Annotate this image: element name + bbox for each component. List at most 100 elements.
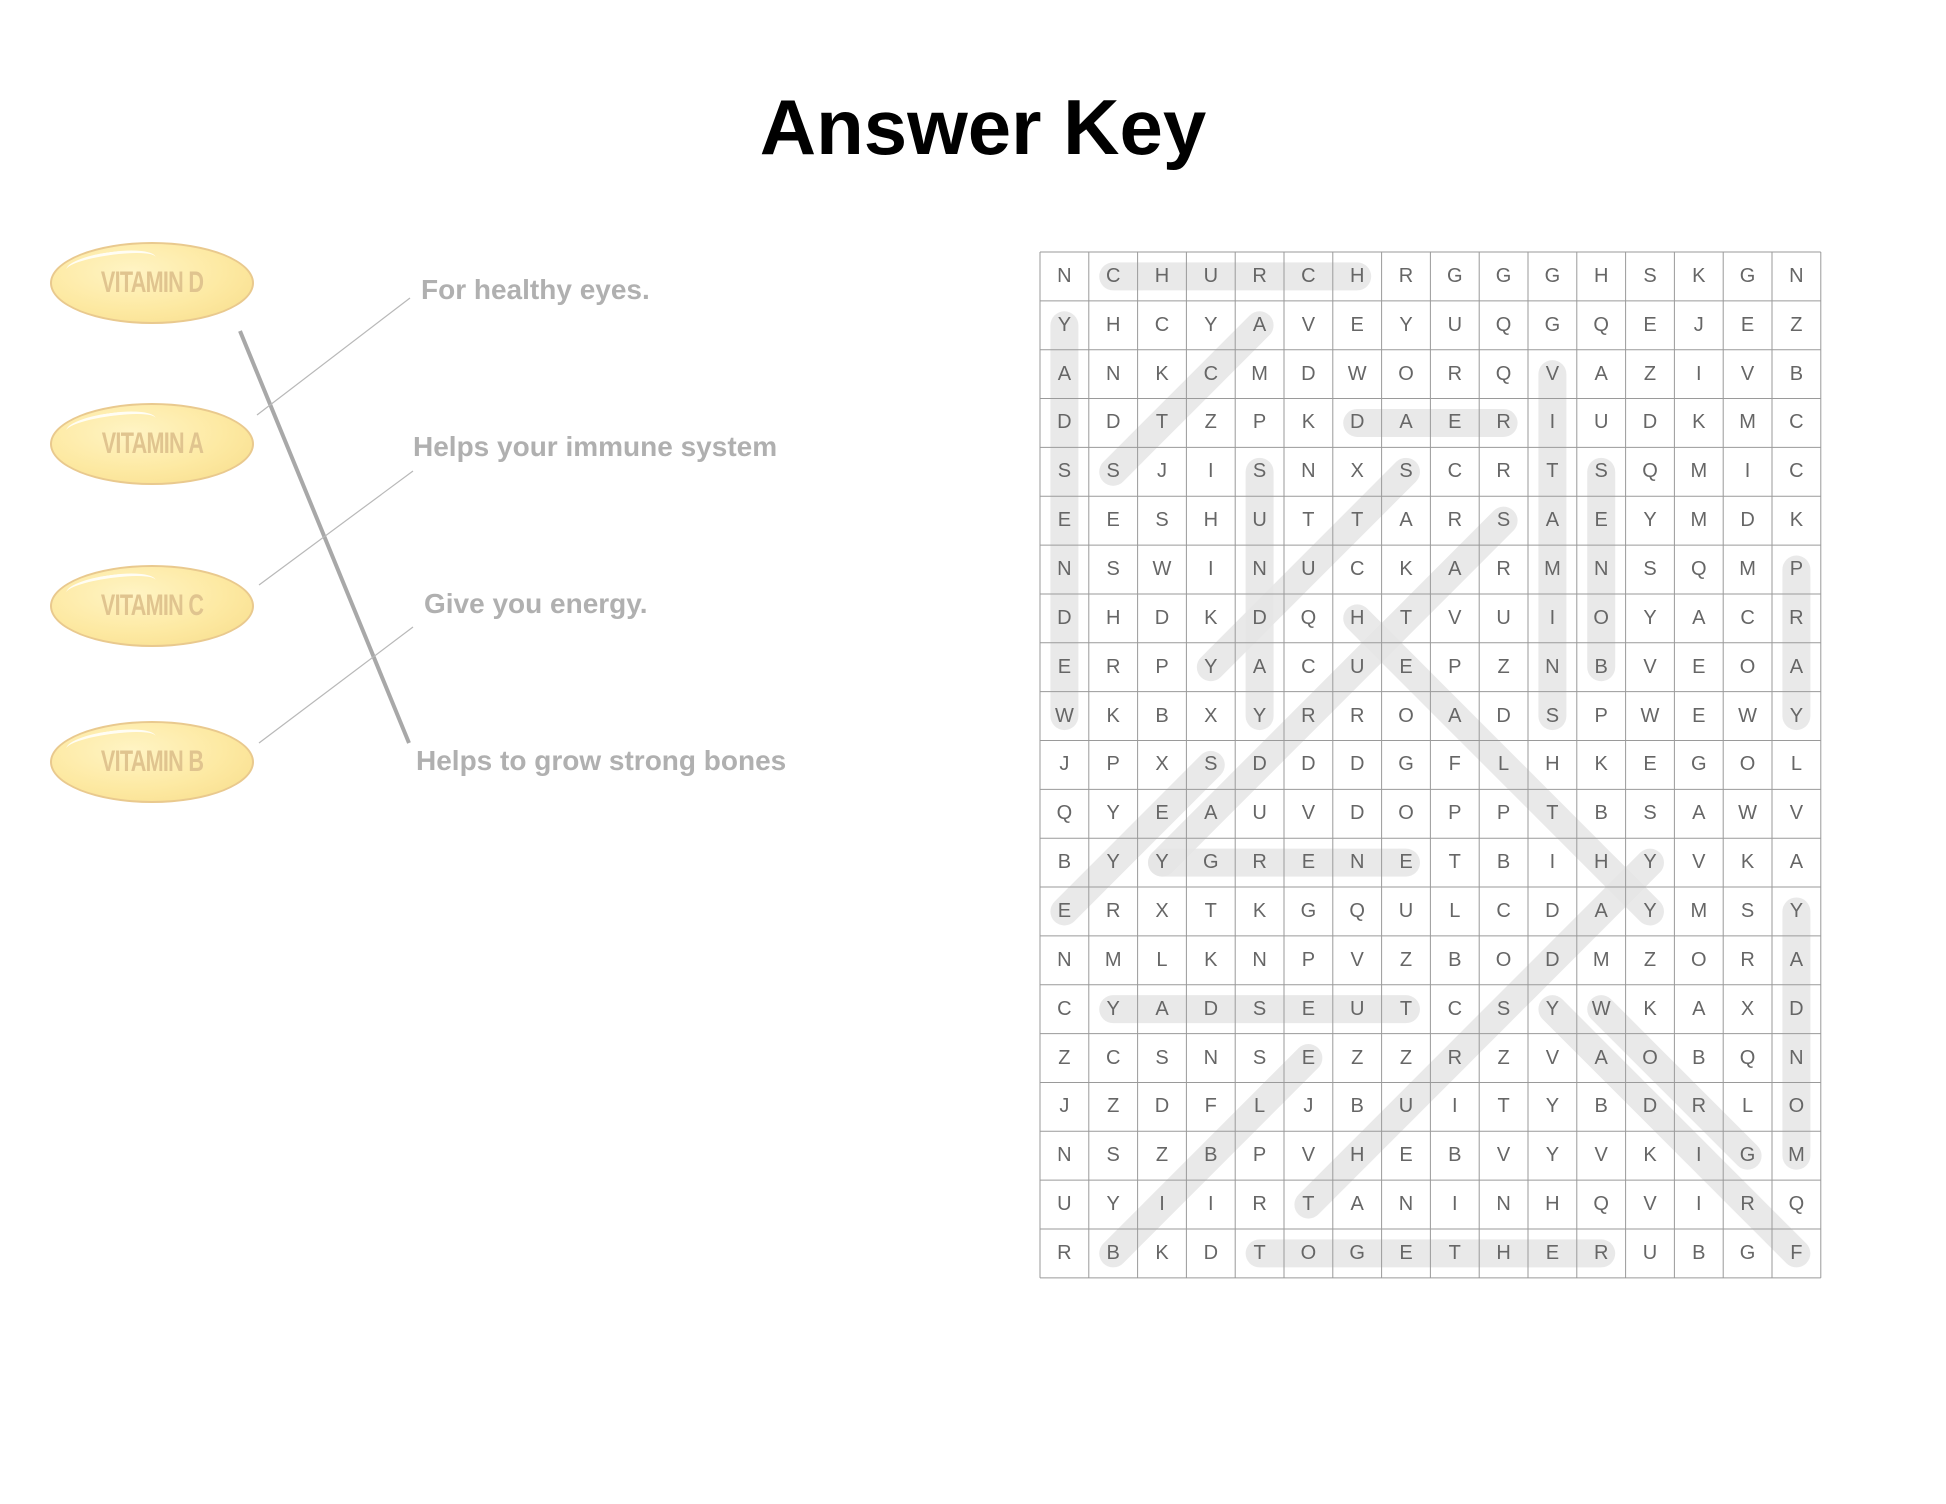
grid-letter: T: [1155, 411, 1169, 434]
grid-letter: J: [1303, 1095, 1314, 1118]
grid-letter: C: [1740, 606, 1755, 629]
grid-letter: Z: [1155, 1144, 1169, 1167]
grid-letter: Q: [1788, 1193, 1805, 1216]
grid-letter: N: [1057, 264, 1072, 287]
grid-letter: N: [1301, 460, 1316, 483]
grid-letter: N: [1252, 948, 1267, 971]
grid-letter: R: [1691, 1095, 1707, 1118]
grid-letter: K: [1155, 362, 1169, 385]
grid-letter: G: [1300, 899, 1317, 922]
grid-letter: P: [1448, 802, 1462, 825]
grid-letter: A: [1252, 655, 1267, 678]
grid-letter: J: [1693, 313, 1704, 336]
grid-letter: X: [1350, 460, 1364, 483]
grid-letter: H: [1593, 264, 1609, 287]
grid-letter: F: [1448, 753, 1461, 776]
grid-letter: S: [1399, 460, 1413, 483]
grid-letter: R: [1740, 948, 1755, 971]
grid-letter: Y: [1106, 802, 1120, 825]
grid-letter: E: [1740, 313, 1755, 336]
grid-letter: Z: [1107, 1095, 1120, 1118]
grid-letter: B: [1057, 851, 1072, 874]
answer-line-vitamin-b: [258, 626, 414, 744]
highlight-healthy: [1343, 604, 1664, 926]
grid-letter: M: [1104, 948, 1122, 971]
grid-letter: C: [1203, 362, 1219, 385]
grid-letter: U: [1398, 899, 1414, 922]
grid-letter: R: [1105, 899, 1121, 922]
grid-letter: U: [1349, 997, 1365, 1020]
grid-letter: R: [1252, 264, 1267, 287]
grid-letter: A: [1204, 802, 1218, 825]
grid-letter: V: [1301, 802, 1316, 825]
grid-letter: Z: [1643, 362, 1657, 385]
grid-letter: N: [1545, 655, 1560, 678]
grid-letter: U: [1252, 802, 1267, 825]
grid-letter: U: [1447, 313, 1463, 336]
grid-letter: K: [1692, 411, 1706, 434]
grid-letter: Z: [1399, 1046, 1413, 1069]
grid-letter: Y: [1252, 704, 1267, 727]
grid-letter: T: [1302, 1193, 1315, 1216]
grid-letter: E: [1545, 1241, 1560, 1264]
grid-letter: A: [1350, 1193, 1364, 1216]
grid-letter: G: [1447, 264, 1463, 287]
grid-letter: S: [1545, 704, 1560, 727]
grid-letter: R: [1447, 509, 1463, 532]
grid-letter: E: [1301, 1046, 1316, 1069]
grid-letter: A: [1155, 997, 1169, 1020]
grid-letter: G: [1691, 753, 1707, 776]
grid-letter: S: [1740, 899, 1755, 922]
pill-label: VITAMIN C: [100, 589, 204, 622]
grid-letter: S: [1496, 509, 1511, 532]
grid-letter: Q: [1495, 313, 1512, 336]
grid-letter: A: [1545, 509, 1560, 532]
grid-letter: P: [1448, 655, 1462, 678]
grid-letter: E: [1301, 851, 1316, 874]
grid-letter: F: [1204, 1095, 1217, 1118]
grid-letter: W: [1347, 362, 1367, 385]
grid-letter: D: [1301, 753, 1316, 776]
grid-letter: N: [1593, 558, 1609, 581]
grid-letter: T: [1546, 460, 1559, 483]
grid-letter: Y: [1106, 851, 1120, 874]
grid-letter: L: [1449, 899, 1461, 922]
grid-letter: K: [1204, 948, 1218, 971]
grid-letter: I: [1549, 851, 1556, 874]
grid-letter: Q: [1495, 362, 1512, 385]
grid-letter: B: [1448, 1144, 1462, 1167]
page-title: Answer Key: [759, 83, 1207, 171]
grid-letter: E: [1594, 509, 1608, 532]
grid-letter: Y: [1106, 1193, 1120, 1216]
grid-letter: Y: [1643, 851, 1657, 874]
grid-letter: X: [1155, 899, 1169, 922]
grid-letter: N: [1057, 558, 1072, 581]
grid-letter: O: [1691, 948, 1707, 971]
highlight-study: [1196, 457, 1420, 682]
grid-letter: Q: [1056, 802, 1073, 825]
grid-letter: V: [1594, 1144, 1608, 1167]
grid-letter: T: [1253, 1241, 1266, 1264]
grid-letter: A: [1789, 655, 1804, 678]
grid-letter: N: [1789, 1046, 1804, 1069]
grid-letter: A: [1448, 704, 1462, 727]
grid-letter: H: [1105, 606, 1121, 629]
grid-letter: K: [1301, 411, 1316, 434]
grid-letter: K: [1692, 264, 1706, 287]
grid-letter: W: [1738, 704, 1758, 727]
description-healthy-eyes: For healthy eyes.: [421, 274, 650, 305]
grid-letter: V: [1643, 655, 1657, 678]
grid-letter: A: [1252, 313, 1267, 336]
grid-letter: G: [1739, 1144, 1756, 1167]
grid-letter: D: [1349, 411, 1365, 434]
grid-letter: K: [1643, 997, 1657, 1020]
grid-letter: E: [1448, 411, 1462, 434]
grid-letter: Y: [1643, 899, 1657, 922]
grid-letter: D: [1154, 606, 1170, 629]
grid-letter: T: [1351, 509, 1364, 532]
grid-letter: D: [1057, 411, 1072, 434]
grid-letter: M: [1690, 509, 1708, 532]
grid-letter: O: [1739, 753, 1756, 776]
grid-letter: D: [1545, 948, 1560, 971]
grid-letter: E: [1057, 509, 1072, 532]
